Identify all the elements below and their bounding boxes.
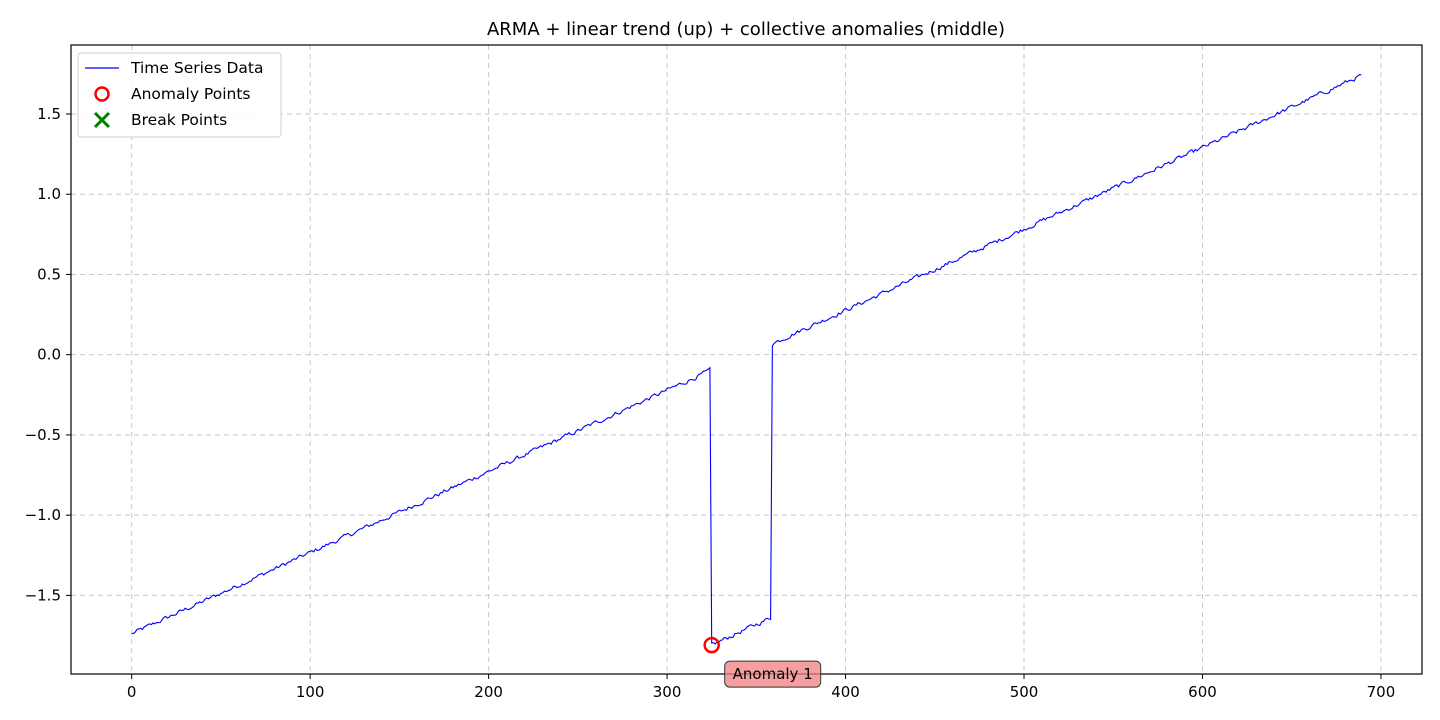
legend: Time Series Data Anomaly Points Break Poin… xyxy=(77,52,282,138)
x-tick-label: 200 xyxy=(474,683,503,701)
y-tick-label: 0.0 xyxy=(37,346,61,364)
y-tick-label: −1.5 xyxy=(25,586,61,604)
y-tick-label: 0.5 xyxy=(37,265,61,283)
x-tick-label: 500 xyxy=(1010,683,1039,701)
x-tick-label: 700 xyxy=(1367,683,1396,701)
grid xyxy=(71,45,1422,674)
anomaly-annotation-box xyxy=(724,660,822,688)
x-tick-label: 300 xyxy=(653,683,682,701)
legend-circle-marker xyxy=(94,86,110,102)
y-tick-label: −1.0 xyxy=(25,506,61,524)
legend-x-marker xyxy=(93,111,111,129)
y-tick-label: 1.5 xyxy=(37,105,61,123)
y-tick-label: 1.0 xyxy=(37,185,61,203)
legend-label: Break Points xyxy=(131,111,227,129)
x-tick-label: 100 xyxy=(296,683,325,701)
y-tick-label: −0.5 xyxy=(25,426,61,444)
anomaly-layer: Anomaly 1 xyxy=(703,636,822,688)
series-layer xyxy=(131,73,1362,645)
chart-title: ARMA + linear trend (up) + collective an… xyxy=(487,19,1005,40)
anomaly-annotation-label: Anomaly 1 xyxy=(733,665,813,683)
x-tick-label: 600 xyxy=(1188,683,1217,701)
x-tick-label: 0 xyxy=(127,683,137,701)
legend-label: Anomaly Points xyxy=(131,85,250,103)
series-line-time-series-data xyxy=(131,73,1362,645)
anomaly-point-marker xyxy=(703,636,720,654)
legend-box xyxy=(77,52,282,138)
x-tick-label: 400 xyxy=(831,683,860,701)
legend-label: Time Series Data xyxy=(130,59,263,77)
